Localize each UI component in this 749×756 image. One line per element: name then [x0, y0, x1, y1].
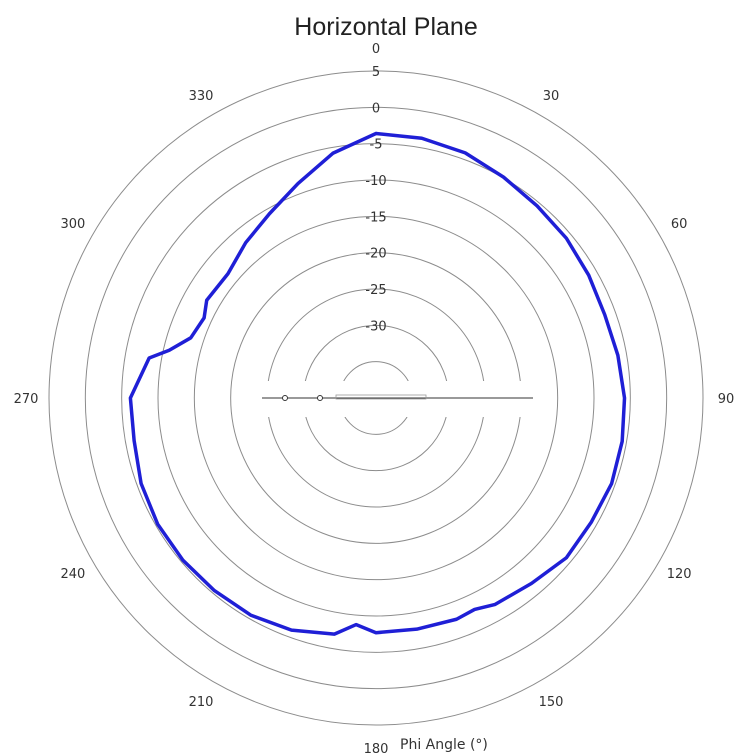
angle-tick-label: 240: [60, 567, 85, 582]
angle-tick-label: 330: [189, 89, 214, 104]
series-line: [128, 131, 627, 636]
angle-tick-label: 150: [539, 695, 564, 710]
angle-tick-label: 0: [372, 42, 380, 57]
grid-ring: [48, 70, 704, 726]
radial-tick-label: -5: [370, 138, 383, 153]
grid-ring: [157, 179, 595, 617]
center-marker-right: [317, 395, 323, 401]
chart-title: Horizontal Plane: [294, 13, 477, 41]
center-scale-box: [335, 394, 427, 400]
angle-tick-label: 180: [364, 742, 389, 756]
radial-tick-labels: 5 0 -5 -10 -15 -20 -25 -30: [365, 65, 386, 334]
radial-tick-label: -10: [365, 174, 386, 189]
grid-ring: [121, 143, 631, 653]
radial-tick-label: -30: [365, 319, 386, 334]
angle-tick-label: 60: [671, 217, 688, 232]
x-axis-label: Phi Angle (°): [400, 737, 488, 753]
center-marker-left: [282, 395, 288, 401]
angle-tick-label: 30: [543, 89, 560, 104]
angle-tick-label: 270: [14, 392, 39, 407]
angle-tick-label: 120: [667, 567, 692, 582]
angle-tick-label: 210: [189, 695, 214, 710]
grid-ring: [84, 106, 668, 690]
angle-tick-label: 300: [60, 217, 85, 232]
radial-tick-label: -20: [365, 247, 386, 262]
grid-ring: [193, 215, 559, 581]
radial-tick-label: -25: [365, 283, 386, 298]
angle-tick-labels: 0 30 60 90 120 150 180 210 240 270 300 330: [14, 42, 735, 756]
angle-tick-label: 90: [718, 392, 735, 407]
radial-tick-label: 5: [372, 65, 380, 80]
radial-tick-label: -15: [365, 210, 386, 225]
radial-tick-label: 0: [372, 101, 380, 116]
